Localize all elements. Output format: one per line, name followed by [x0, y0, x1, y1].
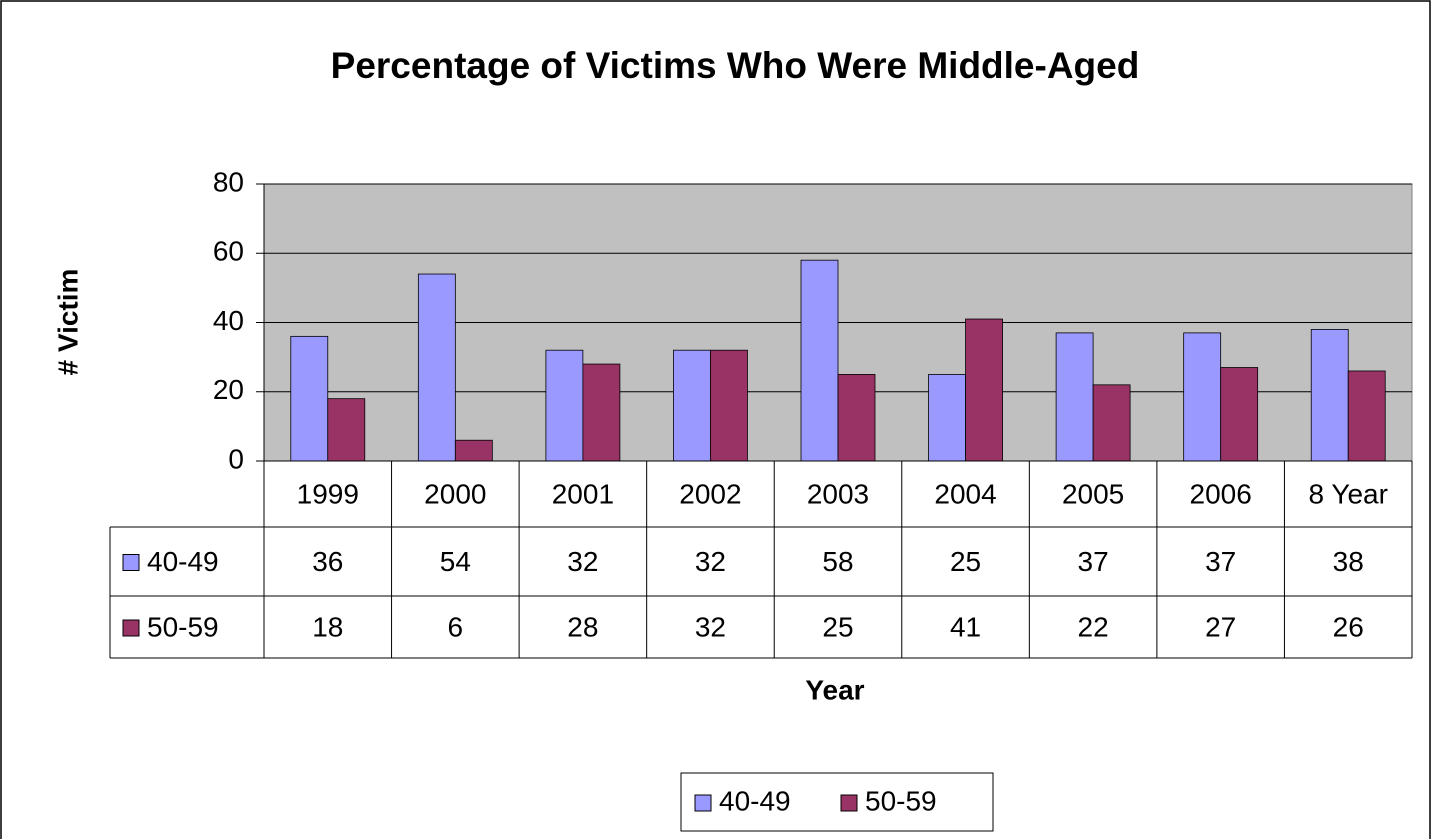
bar — [1183, 332, 1222, 462]
x-tick-label: 2004 — [934, 478, 996, 509]
table-value: 32 — [695, 611, 726, 642]
y-axis-label: # Victim — [52, 269, 83, 376]
legend-key — [694, 794, 712, 812]
table-legend-key — [122, 619, 140, 637]
table-value: 32 — [695, 546, 726, 577]
table-value: 36 — [312, 546, 343, 577]
x-tick-label: 2006 — [1190, 478, 1252, 509]
y-tick-label: 40 — [213, 305, 244, 336]
table-value: 32 — [567, 546, 598, 577]
x-tick-label: 2000 — [424, 478, 486, 509]
table-legend-key — [122, 554, 140, 571]
legend-box — [680, 772, 994, 832]
bar — [1310, 329, 1349, 462]
table-row-label: 40-49 — [147, 546, 219, 577]
y-tick-label: 80 — [213, 166, 244, 197]
table-value: 38 — [1333, 546, 1364, 577]
table-value: 54 — [440, 546, 471, 577]
bar — [290, 335, 329, 462]
bar — [1347, 370, 1386, 462]
table-value: 25 — [950, 546, 981, 577]
table-row-label: 50-59 — [147, 611, 219, 642]
table-value: 28 — [567, 611, 598, 642]
bar — [800, 259, 839, 462]
bar — [417, 273, 456, 462]
x-tick-label: 2005 — [1062, 478, 1124, 509]
bar — [928, 374, 966, 462]
y-tick-label: 0 — [228, 443, 244, 474]
bar — [545, 349, 584, 462]
chart-title: Percentage of Victims Who Were Middle-Ag… — [331, 45, 1140, 86]
bar — [1092, 384, 1131, 462]
table-value: 27 — [1205, 611, 1236, 642]
table-value: 58 — [822, 546, 853, 577]
x-tick-label: 8 Year — [1309, 478, 1388, 509]
y-tick-label: 60 — [213, 236, 244, 267]
x-axis-label: Year — [805, 674, 864, 705]
table-value: 37 — [1078, 546, 1109, 577]
x-tick-label: 2002 — [679, 478, 741, 509]
bar — [673, 349, 711, 462]
legend-label: 50-59 — [865, 785, 937, 816]
bar — [1220, 367, 1259, 462]
y-tick-label: 20 — [213, 374, 244, 405]
legend-label: 40-49 — [719, 785, 791, 816]
bar — [837, 374, 876, 462]
table-value: 37 — [1205, 546, 1236, 577]
x-tick-label: 1999 — [297, 478, 359, 509]
bar — [965, 318, 1003, 462]
table-value: 22 — [1078, 611, 1109, 642]
x-tick-label: 2001 — [552, 478, 614, 509]
bar — [582, 363, 621, 462]
table-value: 25 — [822, 611, 853, 642]
bar — [710, 349, 748, 462]
table-value: 18 — [312, 611, 343, 642]
bar — [454, 439, 493, 462]
table-value: 41 — [950, 611, 981, 642]
bar — [1055, 332, 1094, 462]
table-value: 26 — [1333, 611, 1364, 642]
table-value: 6 — [448, 611, 464, 642]
bar — [327, 398, 366, 462]
x-tick-label: 2003 — [807, 478, 869, 509]
legend-key — [840, 794, 858, 812]
